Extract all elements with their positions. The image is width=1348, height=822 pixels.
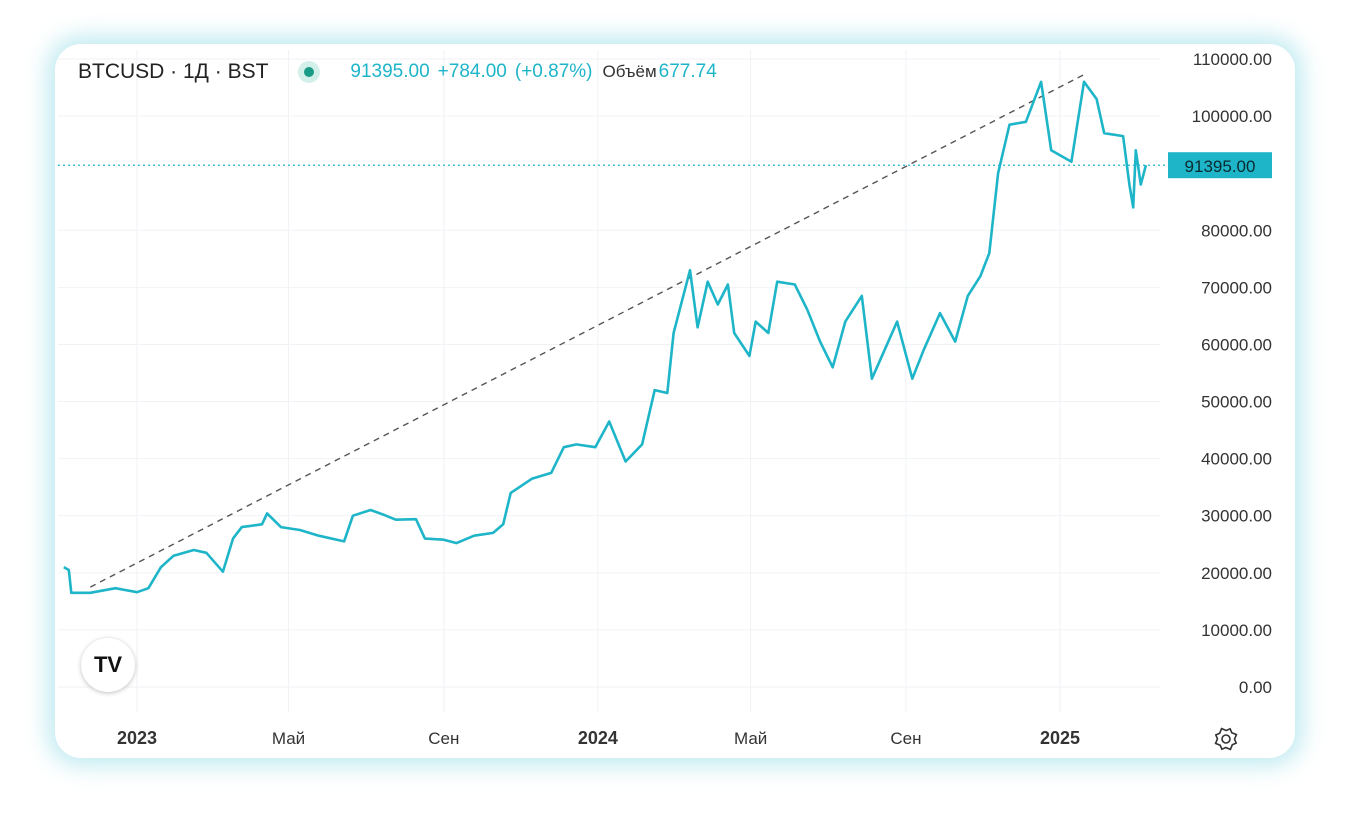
y-tick-label: 100000.00 [1192, 107, 1272, 126]
y-tick-label: 80000.00 [1201, 221, 1272, 240]
y-tick-label: 50000.00 [1201, 393, 1272, 412]
volume-value: 677.74 [658, 61, 717, 82]
last-price: 91395.00 [350, 61, 430, 82]
x-tick-label: Сен [428, 729, 459, 748]
current-price-badge [1168, 152, 1272, 179]
y-tick-label: 60000.00 [1201, 335, 1272, 354]
y-tick-label: 110000.00 [1193, 50, 1272, 69]
price-change-pct: (+0.87%) [514, 61, 593, 82]
x-tick-label: Май [272, 729, 305, 748]
x-tick-label: 2024 [578, 728, 618, 748]
price-series-line [63, 80, 1148, 595]
current-price-badge-label: 91395.00 [1185, 157, 1256, 176]
y-tick-label: 20000.00 [1201, 564, 1272, 583]
chart-legend: BTCUSD · 1Д · BST 91395.00 +784.00 (+0.8… [78, 60, 717, 84]
symbol-title[interactable]: BTCUSD · 1Д · BST [78, 60, 269, 83]
market-status-dot [298, 61, 321, 83]
x-tick-label: Сен [890, 729, 921, 748]
gear-icon[interactable] [1213, 726, 1239, 752]
y-tick-label: 70000.00 [1201, 278, 1272, 297]
x-tick-label: 2023 [117, 728, 157, 748]
x-tick-label: 2025 [1040, 728, 1080, 748]
volume-label: Объём [602, 62, 657, 81]
price-change: +784.00 [437, 61, 507, 82]
y-tick-label: 10000.00 [1201, 621, 1272, 640]
chart-card [55, 44, 1295, 758]
trend-line [89, 72, 1087, 588]
y-tick-label: 30000.00 [1201, 507, 1272, 526]
tradingview-logo[interactable]: TV [81, 638, 135, 692]
x-tick-label: Май [734, 729, 767, 748]
y-tick-label: 40000.00 [1201, 450, 1272, 469]
y-tick-label: 0.00 [1239, 678, 1272, 697]
